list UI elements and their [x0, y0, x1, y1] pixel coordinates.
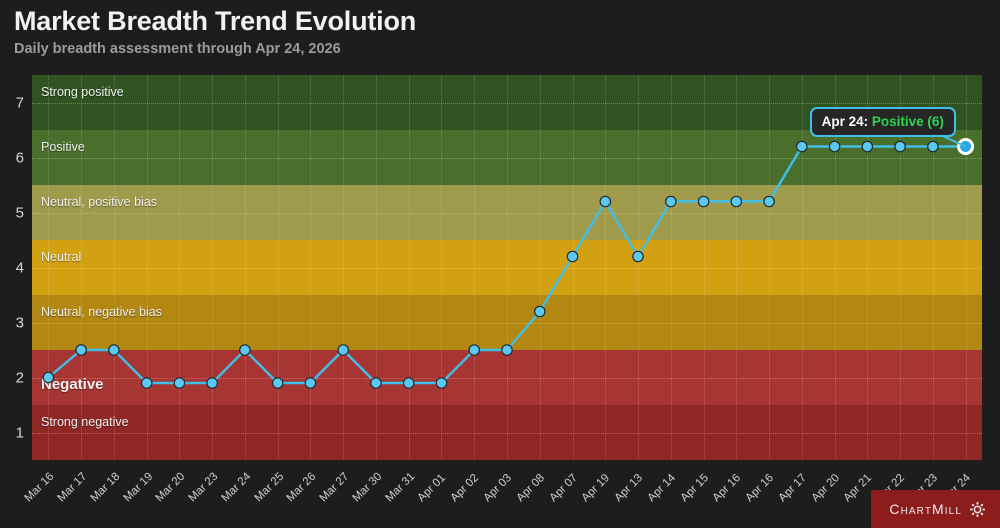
gridline-vertical	[179, 75, 181, 460]
series-layer	[42, 138, 975, 389]
data-point[interactable]	[632, 250, 644, 263]
gridline-vertical	[736, 75, 738, 460]
gridline-vertical	[310, 75, 312, 460]
gridline-vertical	[703, 75, 705, 460]
data-point[interactable]	[697, 195, 710, 208]
data-point[interactable]	[304, 377, 317, 389]
band-strong-negative	[32, 405, 982, 460]
gridline-vertical	[867, 75, 869, 460]
gridline-horizontal	[32, 212, 982, 214]
data-point[interactable]	[206, 377, 218, 389]
data-point[interactable]	[468, 344, 480, 356]
data-point[interactable]	[664, 195, 677, 208]
tooltip-value: Positive (6)	[871, 113, 944, 129]
data-point[interactable]	[763, 195, 775, 208]
logo-text: ChartMill	[889, 501, 962, 517]
band-neutral-negative-bias	[32, 295, 982, 350]
y-axis-tick: 3	[15, 314, 24, 331]
gridline-vertical	[212, 75, 214, 460]
gridline-vertical	[277, 75, 279, 460]
band-label: Neutral	[41, 250, 82, 264]
gridline-vertical	[932, 75, 934, 460]
data-point[interactable]	[337, 344, 349, 356]
data-point[interactable]	[239, 344, 251, 356]
gridline-vertical	[769, 75, 771, 460]
page-subtitle: Daily breadth assessment through Apr 24,…	[14, 41, 341, 57]
page-title: Market Breadth Trend Evolution	[14, 6, 417, 36]
data-point[interactable]	[894, 140, 906, 153]
band-label: Negative	[41, 376, 104, 393]
gridline-vertical	[244, 75, 246, 460]
tooltip-date: Apr 24:	[821, 113, 869, 129]
band-label: Strong negative	[41, 415, 129, 429]
y-axis-tick: 7	[15, 94, 24, 111]
data-point[interactable]	[42, 371, 55, 384]
data-point[interactable]	[140, 377, 153, 389]
gridline-vertical	[146, 75, 148, 460]
gridline-vertical	[801, 75, 803, 460]
gridline-vertical	[638, 75, 640, 460]
data-point[interactable]	[795, 140, 808, 153]
gridline-vertical	[375, 75, 377, 460]
gridline-vertical	[670, 75, 672, 460]
band-label: Strong positive	[41, 85, 124, 99]
tooltip-connector	[943, 135, 967, 148]
chartmill-logo: ChartMill	[871, 490, 1000, 528]
plot-area: Strong positive Positive Neutral, positive…	[32, 75, 982, 460]
band-label: Positive	[41, 140, 85, 154]
data-point[interactable]	[173, 377, 186, 389]
band-label: Neutral, positive bias	[41, 195, 158, 209]
gear-icon	[970, 501, 985, 517]
gridline-horizontal	[32, 267, 982, 269]
gridline-vertical	[507, 75, 508, 460]
tooltip: Apr 24: Positive (6)	[809, 106, 956, 137]
data-point[interactable]	[566, 250, 579, 263]
data-point[interactable]	[75, 344, 87, 356]
band-label: Neutral, negative bias	[41, 305, 162, 319]
chart-header: Market Breadth Trend Evolution Daily bre…	[14, 4, 416, 59]
data-point[interactable]	[861, 140, 874, 153]
data-point[interactable]	[533, 305, 546, 318]
gridline-horizontal	[32, 322, 982, 324]
gridline-horizontal	[32, 377, 982, 379]
gridline-vertical	[48, 75, 50, 460]
data-point[interactable]	[402, 377, 415, 389]
gridline-vertical	[834, 75, 836, 460]
gridline-vertical	[900, 75, 902, 460]
gridline-vertical	[343, 75, 345, 460]
gridline-horizontal	[32, 102, 982, 104]
data-point[interactable]	[271, 377, 284, 389]
data-point[interactable]	[108, 344, 120, 356]
band-positive	[32, 130, 982, 185]
data-point[interactable]	[599, 195, 612, 208]
gridline-horizontal	[32, 157, 982, 159]
data-point[interactable]	[370, 377, 382, 389]
gridline-vertical	[113, 75, 115, 460]
gridline-vertical	[408, 75, 410, 460]
y-axis-tick: 5	[15, 204, 24, 221]
y-axis-tick: 6	[15, 149, 24, 166]
band-negative	[32, 350, 982, 405]
band-neutral	[32, 240, 982, 295]
band-neutral-positive-bias	[32, 185, 982, 240]
y-axis-tick: 1	[15, 424, 24, 441]
gridline-horizontal	[32, 432, 982, 434]
gridline-vertical	[605, 75, 607, 460]
y-axis-tick: 2	[15, 369, 24, 386]
gridline-vertical	[441, 75, 443, 460]
data-point[interactable]	[730, 195, 743, 208]
data-point[interactable]	[927, 140, 939, 153]
data-point[interactable]	[435, 377, 448, 389]
data-point[interactable]	[828, 140, 841, 153]
data-point[interactable]	[501, 344, 513, 356]
gridline-vertical	[474, 75, 476, 460]
gridline-vertical	[539, 75, 541, 460]
y-axis: 1 2 3 4 5 6 7	[0, 75, 1000, 460]
y-axis-tick: 4	[15, 259, 24, 276]
gridline-vertical	[81, 75, 83, 460]
gridline-vertical	[965, 75, 967, 460]
gridline-vertical	[572, 75, 574, 460]
